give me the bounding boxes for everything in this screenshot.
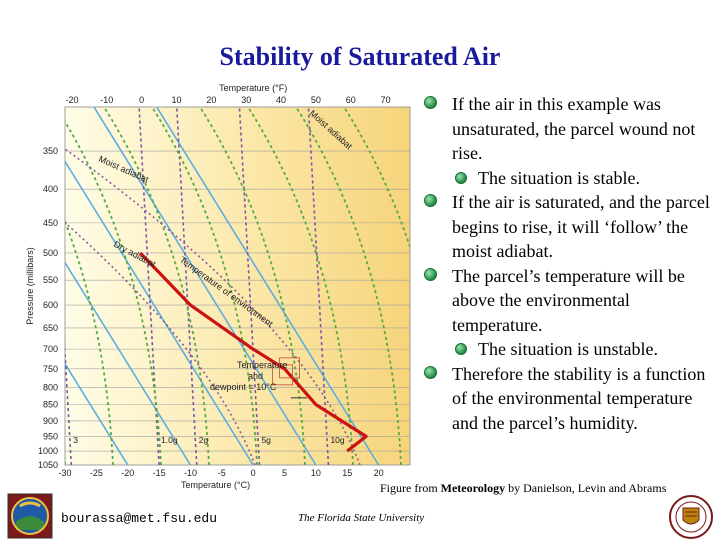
bullet-text: The situation is unstable. xyxy=(478,339,658,359)
dry-adiabat-line xyxy=(103,107,210,465)
university-name: The Florida State University xyxy=(298,512,425,524)
mixing-ratio-label: 10g xyxy=(330,435,344,445)
slide-title: Stability of Saturated Air xyxy=(219,42,501,71)
dry-adiabat-line xyxy=(65,119,162,465)
x-tick-label: 5 xyxy=(282,468,287,478)
bullet-text: Therefore the stability is a function of… xyxy=(452,363,706,433)
x-tick-label: -20 xyxy=(121,468,134,478)
x-tick-label: 10 xyxy=(311,468,321,478)
author-email: bourassa@met.fsu.edu xyxy=(61,511,218,526)
bullet-item: If the air is saturated, and the parcel … xyxy=(420,190,716,264)
f-tick-label: 60 xyxy=(346,95,356,105)
dewpoint-label-1: Temperature xyxy=(237,360,288,370)
f-tick-label: 20 xyxy=(206,95,216,105)
f-tick-label: 10 xyxy=(172,95,182,105)
caption-book: Meteorology xyxy=(440,481,506,495)
x-tick-label: 0 xyxy=(251,468,256,478)
f-tick-label: 40 xyxy=(276,95,286,105)
x-tick-label: -5 xyxy=(218,468,226,478)
y-tick-label: 350 xyxy=(43,146,58,156)
caption-prefix: Figure from xyxy=(380,481,441,495)
f-tick-label: 70 xyxy=(381,95,391,105)
dry-adiabat-line xyxy=(199,107,306,465)
plot-area xyxy=(64,106,411,466)
y-tick-label: 600 xyxy=(43,300,58,310)
mixing-ratio-label: 2g xyxy=(199,435,209,445)
mixing-ratio-label: 3 xyxy=(73,435,78,445)
dry-adiabat-line xyxy=(247,107,354,465)
fsu-met-logo-icon xyxy=(6,492,54,540)
x-tick-label: 20 xyxy=(374,468,384,478)
y-tick-label: 500 xyxy=(43,248,58,258)
air-parcel-box-back xyxy=(279,357,300,379)
bullet-item: The parcel’s temperature will be above t… xyxy=(420,264,716,338)
f-tick-label: 30 xyxy=(241,95,251,105)
x-tick-label: -15 xyxy=(153,468,166,478)
air-parcel-box xyxy=(272,364,293,386)
isotherm-line xyxy=(65,261,192,465)
y-tick-label: 450 xyxy=(43,218,58,228)
y-tick-label: 550 xyxy=(43,275,58,285)
dry-adiabat-line xyxy=(65,218,114,465)
x-tick-label: -30 xyxy=(58,468,71,478)
y-tick-label: 700 xyxy=(43,344,58,354)
y-axis-label: Pressure (millibars) xyxy=(25,247,35,325)
isotherm-line xyxy=(65,362,129,465)
isotherm-line xyxy=(65,159,254,465)
bullet-dot-icon xyxy=(424,365,437,379)
bullet-item: If the air in this example was unsaturat… xyxy=(420,92,716,166)
bullet-text: If the air is saturated, and the parcel … xyxy=(452,192,710,261)
f-tick-label: 50 xyxy=(311,95,321,105)
bullet-text: The parcel’s temperature will be above t… xyxy=(452,265,685,335)
caption-suffix: by Danielson, Levin and Abrams xyxy=(505,481,667,495)
y-tick-label: 900 xyxy=(43,416,58,426)
bullet-text: The situation is stable. xyxy=(478,167,640,188)
figure-caption: Figure from Meteorology by Danielson, Le… xyxy=(380,481,666,496)
fsu-seal-icon xyxy=(668,494,714,540)
mixing-ratio-label: 5g xyxy=(261,435,271,445)
mixing-ratio-label: 1.0g xyxy=(161,435,178,445)
f-tick-label: -10 xyxy=(100,95,113,105)
bullet-dot-icon xyxy=(455,171,467,184)
sub-bullet-item: The situation is stable. xyxy=(420,166,716,191)
isotherm-line xyxy=(155,107,380,465)
y-tick-label: 750 xyxy=(43,364,58,374)
dry-adiabat-line xyxy=(0,107,17,465)
f-tick-label: -20 xyxy=(65,95,78,105)
y-tick-label: 1000 xyxy=(38,446,58,456)
y-tick-label: 850 xyxy=(43,400,58,410)
bullet-item: Therefore the stability is a function of… xyxy=(420,362,716,436)
x-tick-label: -25 xyxy=(90,468,103,478)
isotherm-line xyxy=(93,107,317,465)
dry-adiabat-line xyxy=(295,107,402,465)
x2-axis-label: Temperature (°F) xyxy=(219,83,287,93)
f-tick-label: 0 xyxy=(139,95,144,105)
x-axis-label: Temperature (°C) xyxy=(181,480,250,490)
bullet-dot-icon xyxy=(424,194,437,207)
y-tick-label: 1050 xyxy=(38,460,58,470)
y-tick-label: 650 xyxy=(43,323,58,333)
bullet-dot-icon xyxy=(424,267,437,281)
y-tick-label: 800 xyxy=(43,382,58,392)
bullet-text: If the air in this example was unsaturat… xyxy=(452,94,696,163)
bullet-list: If the air in this example was unsaturat… xyxy=(420,92,716,435)
bullet-dot-icon xyxy=(424,96,437,109)
environment-temperature-line xyxy=(139,251,368,453)
dry-adiabat-line xyxy=(151,107,258,465)
x-tick-label: 15 xyxy=(342,468,352,478)
x-tick-label: -10 xyxy=(184,468,197,478)
sub-bullet-item: The situation is unstable. xyxy=(420,337,716,362)
dewpoint-label-3: dewpoint = 10°C xyxy=(210,382,277,392)
bullet-dot-icon xyxy=(455,343,467,355)
dewpoint-label-2: and xyxy=(248,371,263,381)
isotherm-line xyxy=(0,107,2,465)
y-tick-label: 950 xyxy=(43,431,58,441)
y-tick-label: 400 xyxy=(43,184,58,194)
